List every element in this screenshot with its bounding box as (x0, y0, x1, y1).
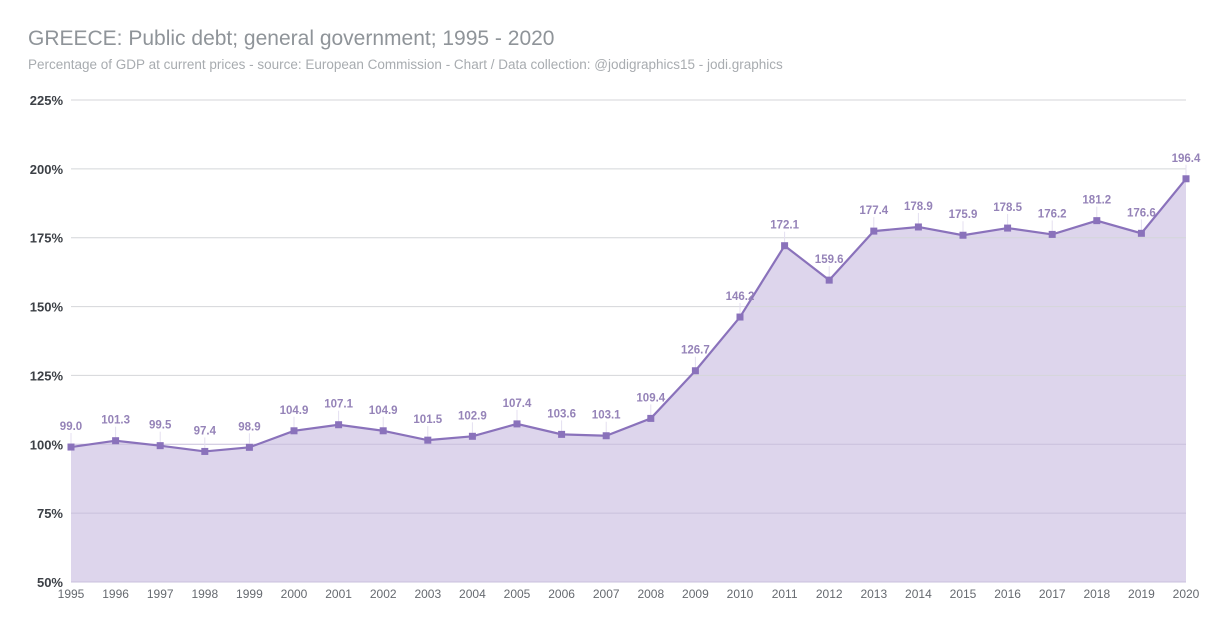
data-label: 175.9 (949, 209, 978, 221)
x-tick-label: 1996 (102, 587, 129, 601)
data-label: 104.9 (369, 405, 398, 417)
data-point (1137, 229, 1145, 237)
x-tick-label: 2018 (1083, 587, 1110, 601)
y-tick-label: 175% (30, 231, 64, 246)
x-tick-label: 2005 (504, 587, 531, 601)
data-point (290, 427, 298, 435)
x-tick-label: 2017 (1039, 587, 1066, 601)
data-label: 99.5 (149, 420, 172, 432)
data-label: 97.4 (194, 425, 217, 437)
y-tick-label: 125% (30, 368, 64, 383)
data-point (112, 437, 120, 445)
data-label: 104.9 (280, 405, 309, 417)
x-tick-label: 2007 (593, 587, 620, 601)
x-tick-label: 2014 (905, 587, 932, 601)
x-tick-label: 2008 (637, 587, 664, 601)
x-tick-label: 2011 (772, 587, 798, 601)
data-label: 181.2 (1082, 195, 1111, 207)
x-tick-label: 2013 (860, 587, 887, 601)
data-point (870, 227, 878, 235)
y-tick-label: 150% (30, 300, 64, 315)
x-tick-label: 2000 (281, 587, 308, 601)
data-point (424, 436, 432, 444)
x-tick-label: 2020 (1173, 587, 1200, 601)
data-point (1093, 217, 1101, 225)
data-label: 176.6 (1127, 207, 1156, 219)
data-label: 107.4 (503, 398, 532, 410)
data-label: 103.1 (592, 410, 621, 422)
data-point (335, 421, 343, 429)
data-label: 109.4 (636, 392, 665, 404)
data-label: 177.4 (859, 205, 888, 217)
data-label: 178.5 (993, 202, 1022, 214)
data-point (379, 427, 387, 435)
x-tick-label: 2001 (325, 587, 352, 601)
y-tick-label: 75% (37, 506, 63, 521)
data-label: 99.0 (60, 421, 82, 433)
data-point (558, 430, 566, 438)
data-point (245, 443, 253, 451)
x-tick-label: 1995 (58, 587, 85, 601)
data-label: 176.2 (1038, 208, 1067, 220)
x-tick-label: 1998 (191, 587, 218, 601)
data-point (1182, 175, 1190, 183)
data-point (781, 242, 789, 250)
data-label: 146.2 (726, 291, 755, 303)
x-tick-label: 2006 (548, 587, 575, 601)
y-tick-label: 50% (37, 575, 63, 590)
data-point (513, 420, 521, 428)
data-point (825, 276, 833, 284)
area-fill (71, 178, 1186, 582)
x-tick-label: 2015 (950, 587, 977, 601)
x-tick-label: 1999 (236, 587, 263, 601)
x-tick-label: 2010 (727, 587, 754, 601)
data-point (914, 223, 922, 231)
data-label: 107.1 (324, 399, 353, 411)
chart-subtitle: Percentage of GDP at current prices - so… (28, 57, 783, 72)
data-point (691, 367, 699, 375)
x-tick-label: 2009 (682, 587, 709, 601)
x-tick-label: 2016 (994, 587, 1021, 601)
y-tick-label: 200% (30, 162, 64, 177)
data-label: 126.7 (681, 345, 710, 357)
x-tick-label: 2002 (370, 587, 397, 601)
data-point (1048, 230, 1056, 238)
data-label: 159.6 (815, 254, 844, 266)
y-tick-label: 225% (30, 93, 64, 108)
x-tick-label: 2004 (459, 587, 486, 601)
data-point (67, 443, 75, 451)
data-label: 178.9 (904, 201, 933, 213)
x-tick-label: 2003 (414, 587, 441, 601)
data-label: 98.9 (238, 421, 260, 433)
x-tick-label: 2019 (1128, 587, 1155, 601)
data-point (647, 414, 655, 422)
x-tick-label: 2012 (816, 587, 843, 601)
series-line (70, 178, 1187, 453)
data-label: 101.5 (413, 414, 442, 426)
data-point (1004, 224, 1012, 232)
data-point (959, 231, 967, 239)
data-label: 103.6 (547, 408, 576, 420)
data-label: 102.9 (458, 410, 487, 422)
data-point (602, 432, 610, 440)
data-label: 196.4 (1172, 153, 1201, 165)
chart-title: GREECE: Public debt; general government;… (28, 27, 555, 50)
data-point (736, 313, 744, 321)
data-label: 172.1 (770, 220, 799, 232)
data-point (201, 447, 209, 455)
x-tick-label: 1997 (147, 587, 174, 601)
data-label: 101.3 (101, 415, 130, 427)
data-point (156, 442, 164, 450)
data-point (468, 432, 476, 440)
y-tick-label: 100% (30, 437, 64, 452)
